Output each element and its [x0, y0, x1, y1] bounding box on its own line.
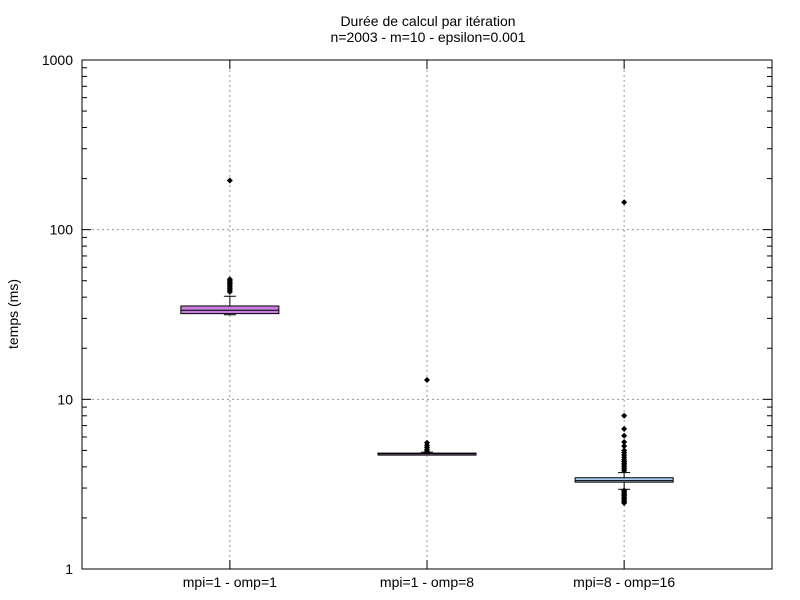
chart-title: Durée de calcul par itération	[340, 13, 515, 29]
y-tick-label: 1	[65, 561, 73, 577]
x-tick-label: mpi=1 - omp=8	[380, 574, 474, 590]
chart-subtitle: n=2003 - m=10 - epsilon=0.001	[331, 29, 526, 45]
outlier-point	[621, 487, 628, 494]
outlier-point	[621, 447, 628, 454]
y-tick-label: 1000	[42, 52, 73, 68]
x-tick-label: mpi=8 - omp=16	[573, 574, 675, 590]
y-tick-label: 100	[50, 222, 74, 238]
outlier-point	[226, 276, 233, 283]
outlier-point	[621, 443, 628, 450]
box	[574, 477, 674, 483]
y-tick-label: 10	[57, 391, 73, 407]
outlier-point	[621, 425, 628, 432]
outlier-point	[424, 377, 430, 384]
x-tick-label: mpi=1 - omp=1	[183, 574, 277, 590]
outlier-point	[621, 439, 628, 446]
outliers	[226, 177, 628, 506]
outlier-point	[621, 412, 628, 419]
grid	[82, 60, 772, 569]
outlier-point	[226, 177, 233, 184]
outlier-point	[424, 439, 430, 446]
outlier-point	[621, 199, 628, 206]
outlier-point	[621, 432, 628, 439]
axis-ticks	[82, 59, 772, 570]
tick-labels: 1 10 100 1000 mpi=1 - omp=1 mpi=1 - omp=8 mpi=…	[42, 52, 675, 590]
y-axis-label: temps (ms)	[5, 279, 21, 349]
